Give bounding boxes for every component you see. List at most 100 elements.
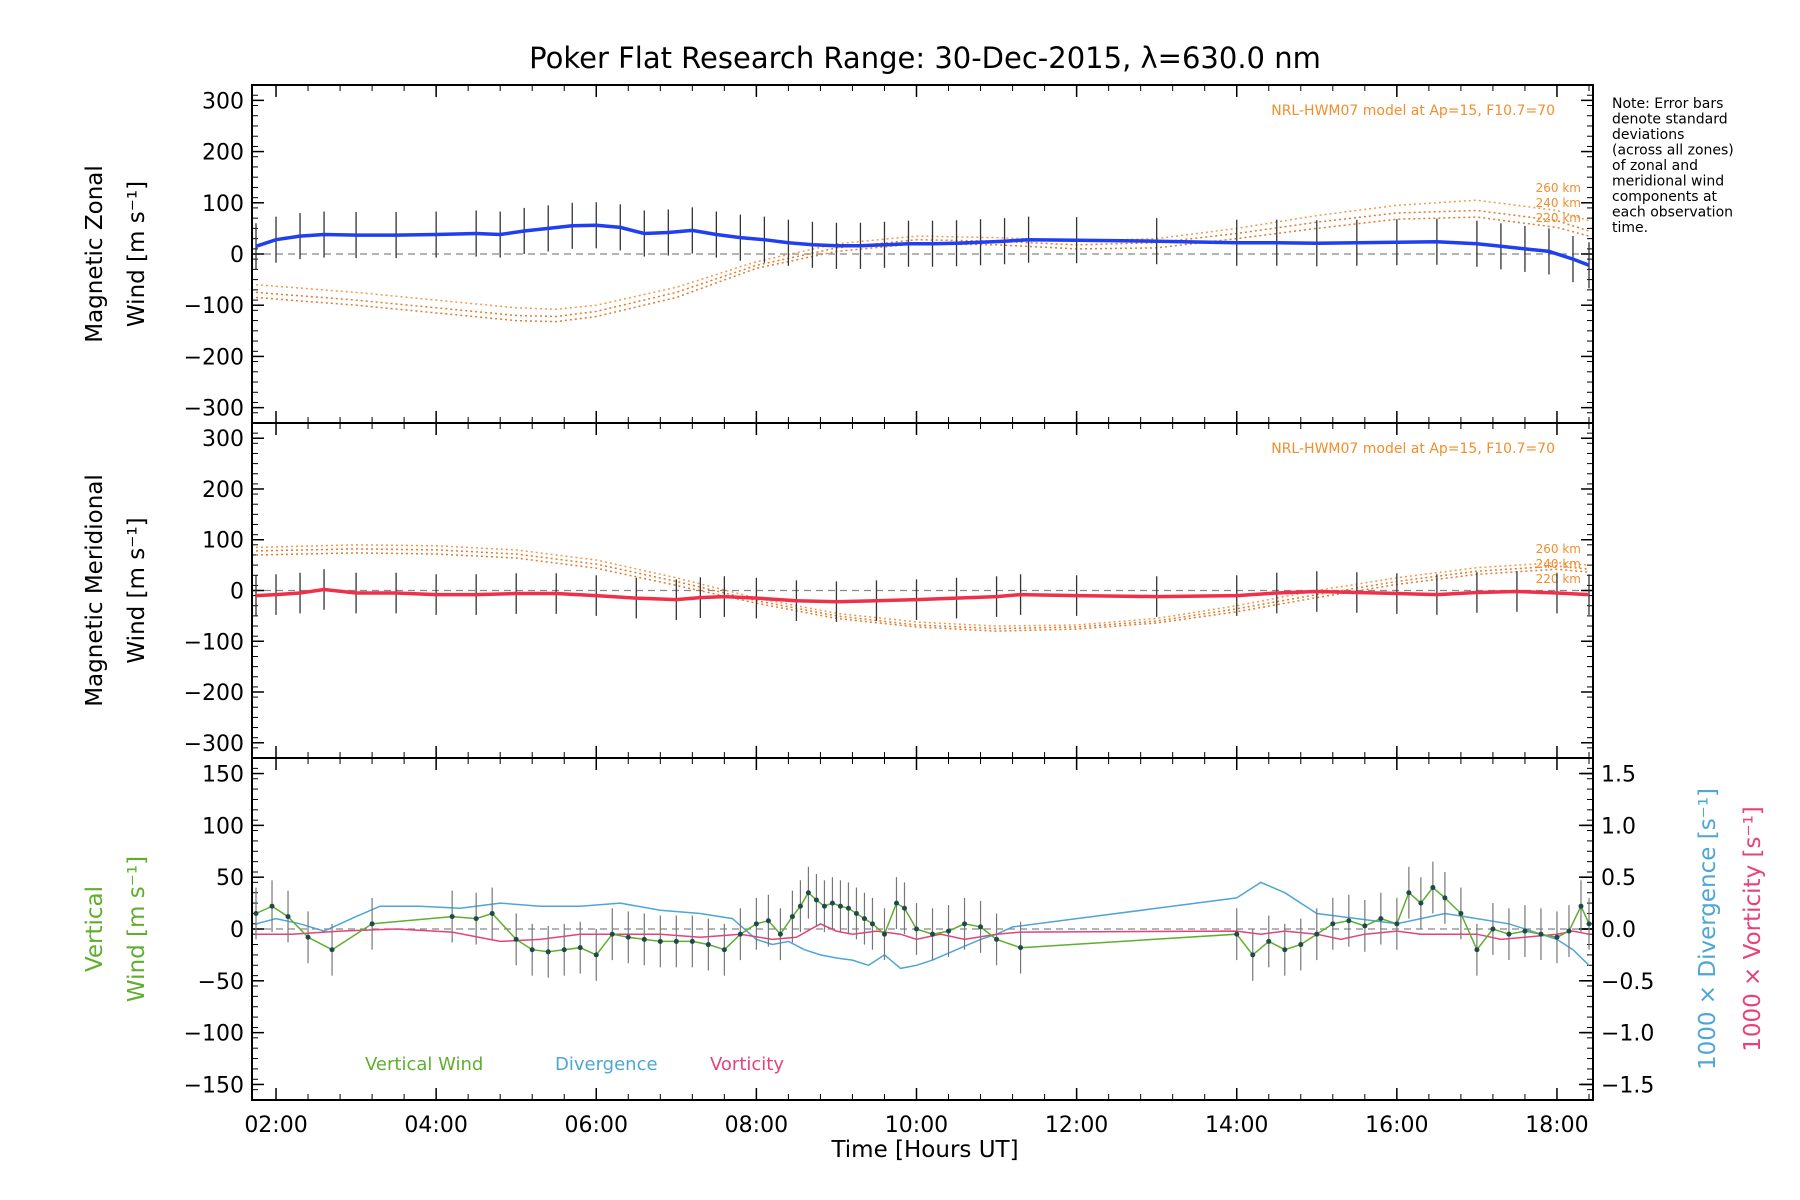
x-axis-label: Time [Hours UT] <box>830 1137 1018 1163</box>
note-line: deviations <box>1612 127 1684 143</box>
y2-tick-label: −1.0 <box>1601 1022 1654 1047</box>
vertical-wind-point <box>1554 934 1560 940</box>
panel-frame <box>251 757 1594 1101</box>
vertical-wind-point <box>1522 928 1528 934</box>
vertical-wind-point <box>1330 921 1336 927</box>
note-line: (across all zones) <box>1612 143 1734 159</box>
y2-tick-label: −1.5 <box>1601 1073 1654 1098</box>
vertical-wind-point <box>1266 938 1272 944</box>
y2-tick-label: 1.5 <box>1601 763 1636 788</box>
note-line: each observation <box>1612 205 1733 221</box>
vertical-wind-point <box>577 945 583 951</box>
vertical-wind-point <box>805 890 811 896</box>
y-tick-label: 300 <box>202 427 244 452</box>
note-line: denote standard <box>1612 112 1728 128</box>
vertical-wind-point <box>1418 900 1424 906</box>
vertical-wind-point <box>1586 921 1592 927</box>
x-tick-label: 18:00 <box>1525 1113 1588 1138</box>
vertical-wind-point <box>753 921 759 927</box>
vertical-wind-point <box>765 918 771 924</box>
vorticity-axis-label: 1000 × Vorticity [s⁻¹] <box>1740 806 1766 1052</box>
y2-tick-label: −0.5 <box>1601 970 1654 995</box>
vertical-wind-point <box>641 936 647 942</box>
y-tick-label: −100 <box>184 630 244 655</box>
y-tick-label: −300 <box>184 732 244 757</box>
vertical-wind-point <box>1430 885 1436 891</box>
vertical-wind-point <box>901 905 907 911</box>
x-tick-label: 04:00 <box>404 1113 467 1138</box>
vertical-wind-point <box>545 949 551 955</box>
y-tick-label: −200 <box>184 345 244 370</box>
vertical-wind-line <box>255 886 1590 956</box>
vertical-wind-point <box>994 936 1000 942</box>
x-tick-label: 14:00 <box>1205 1113 1268 1138</box>
panel-2: −300 −200 −100 0 100 200 300 Magnetic Meridiona… <box>82 422 1594 759</box>
model-altitude-label: 220 km <box>1536 211 1581 225</box>
vertical-wind-point <box>1474 947 1480 953</box>
y-axis-label: Vertical <box>82 886 108 972</box>
vertical-wind-point <box>1298 942 1304 948</box>
note-line: meridional wind <box>1612 174 1724 190</box>
model-curve <box>255 199 1590 311</box>
vertical-wind-point <box>489 910 495 916</box>
vertical-wind-point <box>1490 926 1496 932</box>
vertical-wind-point <box>473 916 479 922</box>
vertical-wind-point <box>869 921 875 927</box>
x-tick-label: 02:00 <box>244 1113 307 1138</box>
legend-item: Vertical Wind <box>365 1054 483 1075</box>
vertical-wind-point <box>946 928 952 934</box>
vertical-wind-point <box>821 903 827 909</box>
vertical-wind-point <box>737 931 743 937</box>
y-tick-label: 0 <box>230 243 244 268</box>
x-tick-label: 06:00 <box>565 1113 628 1138</box>
y-tick-label: −200 <box>184 681 244 706</box>
note-line: time. <box>1612 220 1648 236</box>
vertical-wind-point <box>329 947 335 953</box>
y-tick-label: −100 <box>184 294 244 319</box>
y-tick-label: 100 <box>202 529 244 554</box>
vertical-wind-point <box>853 910 859 916</box>
vertical-wind-point <box>1234 931 1240 937</box>
y-tick-label: −150 <box>184 1073 244 1098</box>
y-tick-label: 0 <box>230 918 244 943</box>
y-tick-label: 0 <box>230 580 244 605</box>
model-curve <box>255 209 1590 318</box>
vertical-wind-point <box>1538 931 1544 937</box>
vertical-wind-point <box>1018 945 1024 951</box>
y-axis-label: Wind [m s⁻¹] <box>124 856 150 1002</box>
vertical-wind-point <box>529 947 535 953</box>
y-tick-label: 100 <box>202 814 244 839</box>
y2-tick-label: 0.0 <box>1601 918 1636 943</box>
vertical-wind-point <box>837 903 843 909</box>
x-tick-label: 08:00 <box>725 1113 788 1138</box>
legend-item: Vorticity <box>710 1054 784 1075</box>
panel-3: −150 −100 −50 0 50 100 150 Vertical Wind [m s⁻¹]… <box>82 757 1766 1101</box>
vertical-wind-point <box>449 914 455 920</box>
y-axis-label: Wind [m s⁻¹] <box>124 181 150 327</box>
vertical-wind-point <box>930 931 936 937</box>
note-line: components at <box>1612 189 1718 205</box>
y-axis-label: Magnetic Meridional <box>82 474 108 707</box>
vertical-wind-point <box>561 947 567 953</box>
vertical-wind-point <box>1442 895 1448 901</box>
y-tick-label: 150 <box>202 763 244 788</box>
vertical-wind-point <box>1506 931 1512 937</box>
vertical-wind-point <box>269 903 275 909</box>
model-label: NRL-HWM07 model at Ap=15, F10.7=70 <box>1271 103 1555 119</box>
vertical-wind-point <box>673 938 679 944</box>
vertical-wind-point <box>657 938 663 944</box>
y-tick-label: 300 <box>202 89 244 114</box>
vertical-wind-point <box>1282 947 1288 953</box>
vertical-wind-point <box>797 903 803 909</box>
y-tick-label: −300 <box>184 397 244 422</box>
vertical-wind-point <box>1314 931 1320 937</box>
note-line: of zonal and <box>1612 158 1698 174</box>
chart-title: Poker Flat Research Range: 30-Dec-2015, … <box>529 41 1321 75</box>
panel-frame <box>251 422 1594 759</box>
vorticity-line <box>256 922 1590 943</box>
y-tick-label: 200 <box>202 478 244 503</box>
y2-tick-label: 0.5 <box>1601 866 1636 891</box>
x-tick-label: 12:00 <box>1045 1113 1108 1138</box>
